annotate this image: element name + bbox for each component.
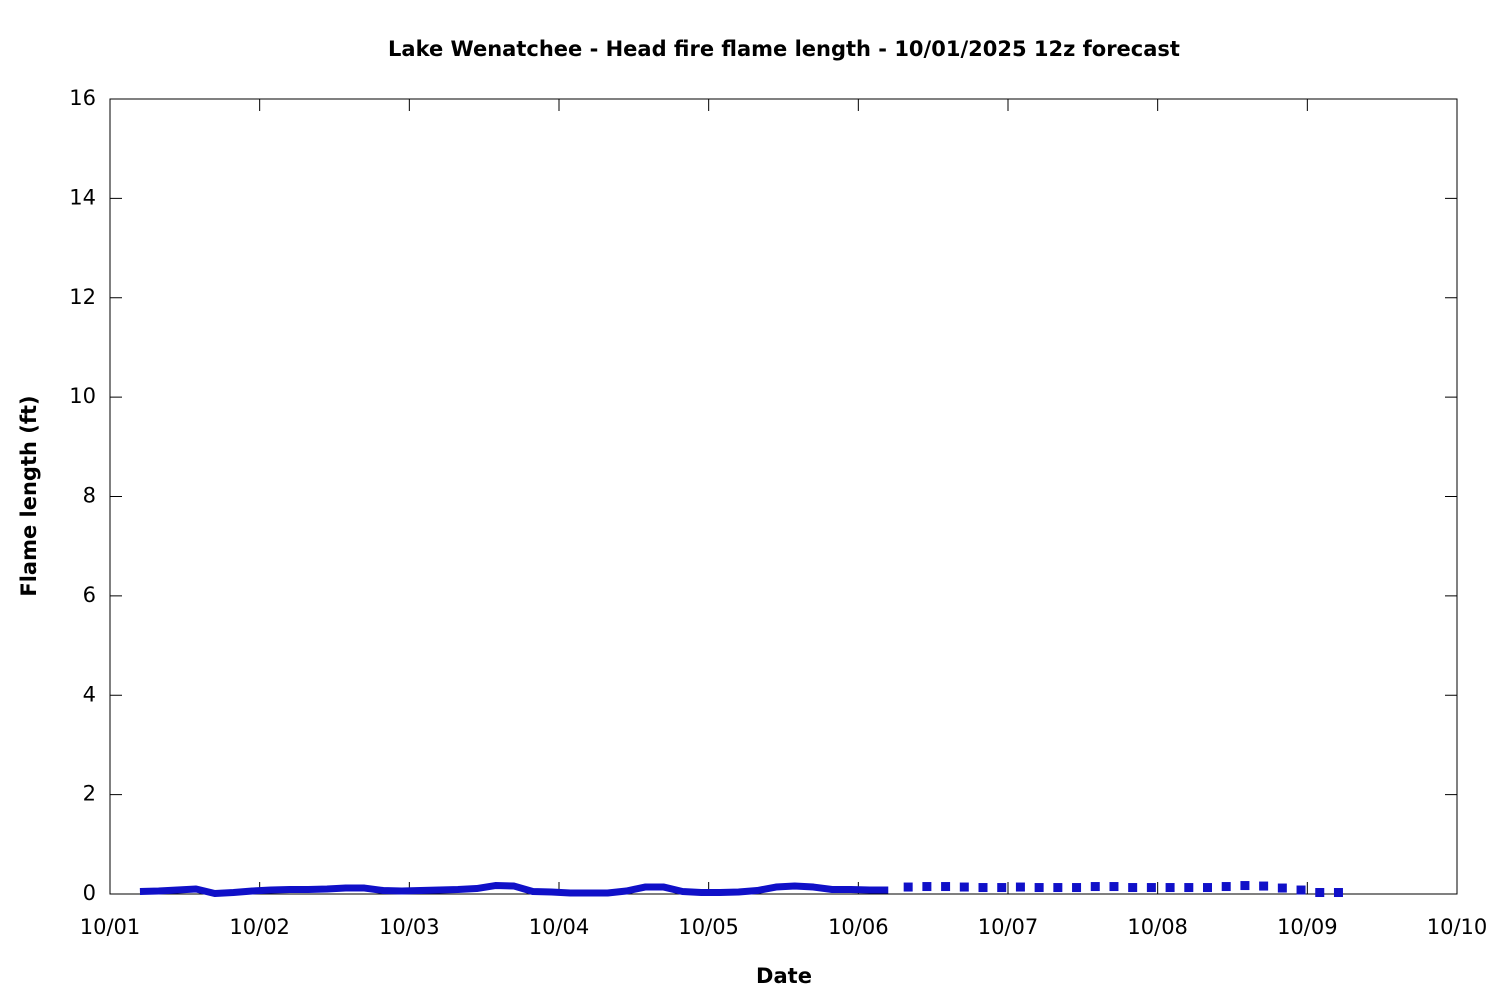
y-tick-label: 12 <box>69 285 96 309</box>
y-tick-label: 6 <box>83 583 96 607</box>
x-tick-label: 10/10 <box>1427 915 1488 939</box>
plot-frame <box>109 98 1458 895</box>
data-point <box>1072 883 1082 893</box>
y-tick-label: 10 <box>69 384 96 408</box>
x-tick-label: 10/08 <box>1127 915 1188 939</box>
data-point <box>1109 882 1119 892</box>
y-tick-label: 4 <box>83 682 96 706</box>
data-point <box>1128 883 1138 893</box>
data-point <box>1315 888 1325 898</box>
data-point <box>1015 882 1025 892</box>
data-point <box>1221 882 1231 892</box>
chart-title: Lake Wenatchee - Head fire flame length … <box>388 37 1180 61</box>
data-point <box>1146 883 1156 893</box>
y-tick-label: 16 <box>69 86 96 110</box>
data-point <box>1090 882 1100 892</box>
data-line <box>139 882 889 898</box>
data-point <box>959 882 969 892</box>
data-point <box>997 883 1007 893</box>
data-point <box>1203 883 1213 893</box>
data-point <box>978 883 988 893</box>
x-tick-label: 10/06 <box>828 915 889 939</box>
x-tick-label: 10/04 <box>529 915 590 939</box>
x-tick-label: 10/02 <box>229 915 290 939</box>
data-point <box>1333 888 1343 898</box>
data-point <box>922 882 932 892</box>
x-tick-label: 10/05 <box>678 915 739 939</box>
x-tick-label: 10/09 <box>1277 915 1338 939</box>
data-point <box>1053 883 1063 893</box>
data-point <box>1165 883 1175 893</box>
data-point <box>1277 883 1287 893</box>
data-point <box>941 882 951 892</box>
y-tick-label: 14 <box>69 185 96 209</box>
data-point <box>1259 881 1269 891</box>
x-tick-label: 10/03 <box>379 915 440 939</box>
y-axis-label: Flame length (ft) <box>17 395 41 596</box>
y-tick-label: 0 <box>83 881 96 905</box>
x-tick-label: 10/07 <box>978 915 1039 939</box>
data-point <box>903 882 913 892</box>
x-tick-label: 10/01 <box>80 915 141 939</box>
data-point <box>1240 881 1250 891</box>
data-point <box>1034 883 1044 893</box>
y-tick-label: 2 <box>83 782 96 806</box>
data-point <box>1296 885 1306 895</box>
x-axis-label: Date <box>756 964 812 988</box>
data-point <box>1184 883 1194 893</box>
y-tick-label: 8 <box>83 484 96 508</box>
